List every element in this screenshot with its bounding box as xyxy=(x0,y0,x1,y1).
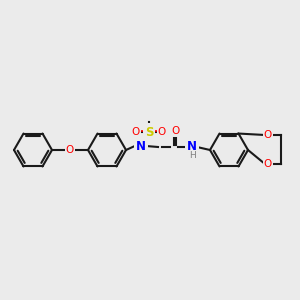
Text: H: H xyxy=(189,151,195,160)
Text: O: O xyxy=(158,127,166,137)
Text: O: O xyxy=(264,159,272,169)
Text: O: O xyxy=(66,145,74,155)
Text: O: O xyxy=(264,130,272,140)
Text: O: O xyxy=(171,126,179,136)
Text: N: N xyxy=(136,140,146,152)
Text: N: N xyxy=(187,140,197,154)
Text: O: O xyxy=(132,127,140,137)
Text: S: S xyxy=(145,125,153,139)
